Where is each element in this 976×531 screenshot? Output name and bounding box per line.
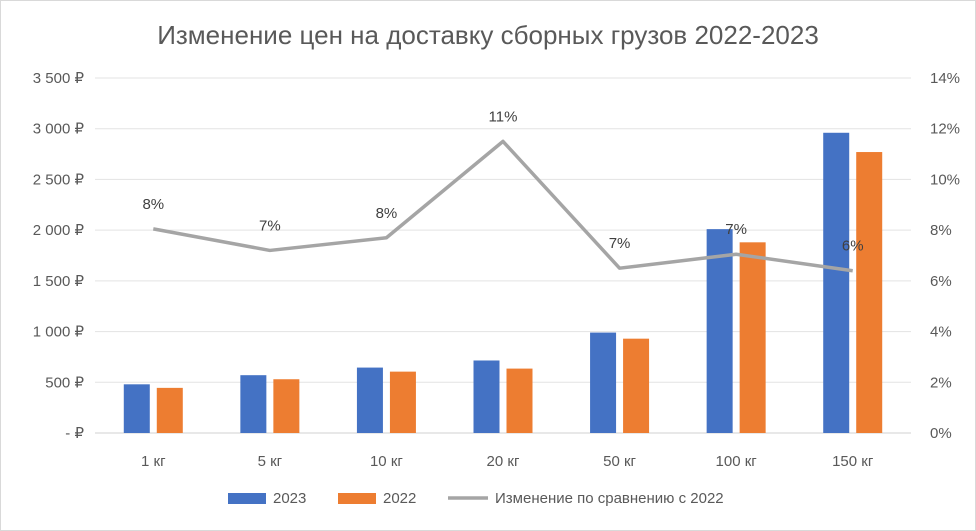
y-left-tick-label: 3 500 ₽ <box>33 70 85 87</box>
data-label-percent: 7% <box>725 221 747 238</box>
x-tick-label: 50 кг <box>603 453 636 470</box>
bar-2022 <box>739 242 766 433</box>
x-axis: 1 кг 5 кг 10 кг 20 кг 50 кг 100 кг 150 кг <box>141 453 874 470</box>
bar-2022 <box>856 152 883 434</box>
chart-title: Изменение цен на доставку сборных грузов… <box>157 20 819 50</box>
bar-2022 <box>506 368 533 433</box>
bar-2023 <box>356 367 383 433</box>
legend-label: 2022 <box>383 490 416 507</box>
legend-swatch-2023 <box>228 493 266 504</box>
bar-2023 <box>590 332 617 433</box>
bar-2022 <box>273 379 300 433</box>
bar-2022 <box>156 387 183 433</box>
x-tick-label: 5 кг <box>258 453 283 470</box>
y-left-tick-label: 1 500 ₽ <box>33 273 85 290</box>
grid-lines <box>95 77 911 434</box>
x-tick-label: 100 кг <box>716 453 758 470</box>
y-right-tick-label: 10% <box>930 171 960 188</box>
bar-2022 <box>389 371 416 433</box>
y-right-tick-label: 8% <box>930 222 952 239</box>
bar-2023 <box>823 132 850 433</box>
y-left-tick-label: 2 500 ₽ <box>33 171 85 188</box>
y-left-tick-label: 2 000 ₽ <box>33 222 85 239</box>
data-label-percent: 6% <box>842 238 864 255</box>
legend-swatch-2022 <box>338 493 376 504</box>
legend-label: Изменение по сравнению с 2022 <box>495 490 724 507</box>
bar-marks <box>123 132 883 434</box>
y-right-tick-label: 2% <box>930 374 952 391</box>
x-tick-label: 1 кг <box>141 453 166 470</box>
legend-label: 2023 <box>273 490 306 507</box>
data-label-percent: 8% <box>142 196 164 213</box>
y-left-tick-label: 500 ₽ <box>45 374 84 391</box>
x-tick-label: 20 кг <box>487 453 520 470</box>
y-right-tick-label: 14% <box>930 70 960 87</box>
data-label-percent: 8% <box>376 205 398 222</box>
y-axis-right: 0% 2% 4% 6% 8% 10% 12% 14% <box>930 70 960 442</box>
bar-2023 <box>706 229 733 433</box>
data-labels: 8% 7% 8% 11% 7% 7% 6% <box>142 108 863 254</box>
bar-2022 <box>623 338 650 433</box>
bar-2023 <box>123 384 150 433</box>
bar-2023 <box>473 360 500 433</box>
data-label-percent: 11% <box>489 108 518 125</box>
legend: 2023 2022 Изменение по сравнению с 2022 <box>228 490 724 507</box>
y-right-tick-label: 12% <box>930 121 960 138</box>
x-tick-label: 150 кг <box>832 453 874 470</box>
line-series <box>152 139 853 273</box>
bar-2023 <box>240 375 267 433</box>
y-left-tick-label: 3 000 ₽ <box>33 121 85 138</box>
data-label-percent: 7% <box>609 235 631 252</box>
y-left-tick-label: - ₽ <box>65 425 84 442</box>
y-right-tick-label: 4% <box>930 324 952 341</box>
y-right-tick-label: 0% <box>930 425 952 442</box>
y-right-tick-label: 6% <box>930 273 952 290</box>
y-axis-left: - ₽ 500 ₽ 1 000 ₽ 1 500 ₽ 2 000 ₽ 2 500 ₽ 3 00… <box>33 70 85 442</box>
y-left-tick-label: 1 000 ₽ <box>33 324 85 341</box>
x-tick-label: 10 кг <box>370 453 403 470</box>
data-label-percent: 7% <box>259 217 281 234</box>
